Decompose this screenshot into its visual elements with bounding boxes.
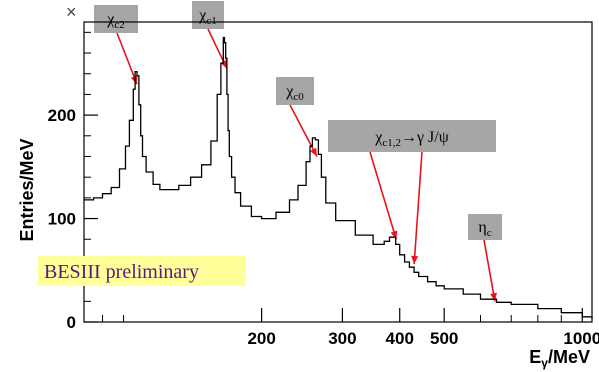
annotation-box — [276, 77, 314, 105]
x-axis-title: Eγ/MeV — [529, 347, 590, 370]
y-tick-label: 0 — [67, 313, 76, 332]
spectrum-line — [84, 36, 593, 319]
annotation-arrow-line — [369, 151, 397, 240]
y-tick-label: 200 — [48, 106, 76, 125]
plot-frame — [83, 21, 593, 323]
y-axis-title: Entries/MeV — [17, 138, 37, 241]
annotation: χc0 — [276, 77, 314, 105]
annotation: χc1,2→γ J/ψ — [328, 120, 496, 152]
annotation-arrow-line — [483, 239, 496, 302]
annotation-arrow-line — [413, 151, 423, 265]
annotation-box — [328, 120, 496, 152]
annotation-arrow-head — [411, 255, 419, 265]
annotation-box — [94, 5, 138, 33]
annotation-arrow-head — [130, 75, 138, 85]
annotation: χc2 — [94, 5, 138, 33]
x-tick-label: 1000 — [563, 329, 599, 348]
x-tick-label: 500 — [430, 329, 458, 348]
ticks: 0 100 200 200 300 400 500 1000 — [48, 31, 599, 348]
x-tick-label: 300 — [328, 329, 356, 348]
annotation-arrow-line — [289, 104, 318, 157]
annotation-box — [192, 1, 224, 29]
x-tick-label: 200 — [247, 329, 275, 348]
multiplier-mark: × — [66, 2, 77, 22]
watermark-label: BESIII preliminary — [38, 256, 246, 286]
annotation-label: χc0 — [285, 83, 304, 103]
annotation: ηc — [468, 214, 502, 240]
x-tick-label: 400 — [386, 329, 414, 348]
annotation-label: χc2 — [106, 11, 125, 31]
data-line-group — [84, 36, 593, 319]
annotation: χc1 — [192, 1, 224, 29]
annotation-label: χc1 — [198, 7, 217, 27]
annotation-label: χc1,2→γ J/ψ — [374, 129, 449, 149]
chart-annotations: χc2 χc1 χc0 χc1,2→γ J/ψ ηc — [94, 1, 502, 302]
y-tick-label: 100 — [48, 210, 76, 229]
annotation-box — [468, 214, 502, 240]
annotation-arrow-head — [310, 147, 317, 157]
annotation-label: ηc — [478, 219, 491, 239]
watermark-background — [38, 256, 246, 286]
annotation-arrow-line — [116, 32, 138, 85]
watermark-text: BESIII preliminary — [44, 261, 199, 283]
annotation-arrow-head — [220, 59, 227, 69]
